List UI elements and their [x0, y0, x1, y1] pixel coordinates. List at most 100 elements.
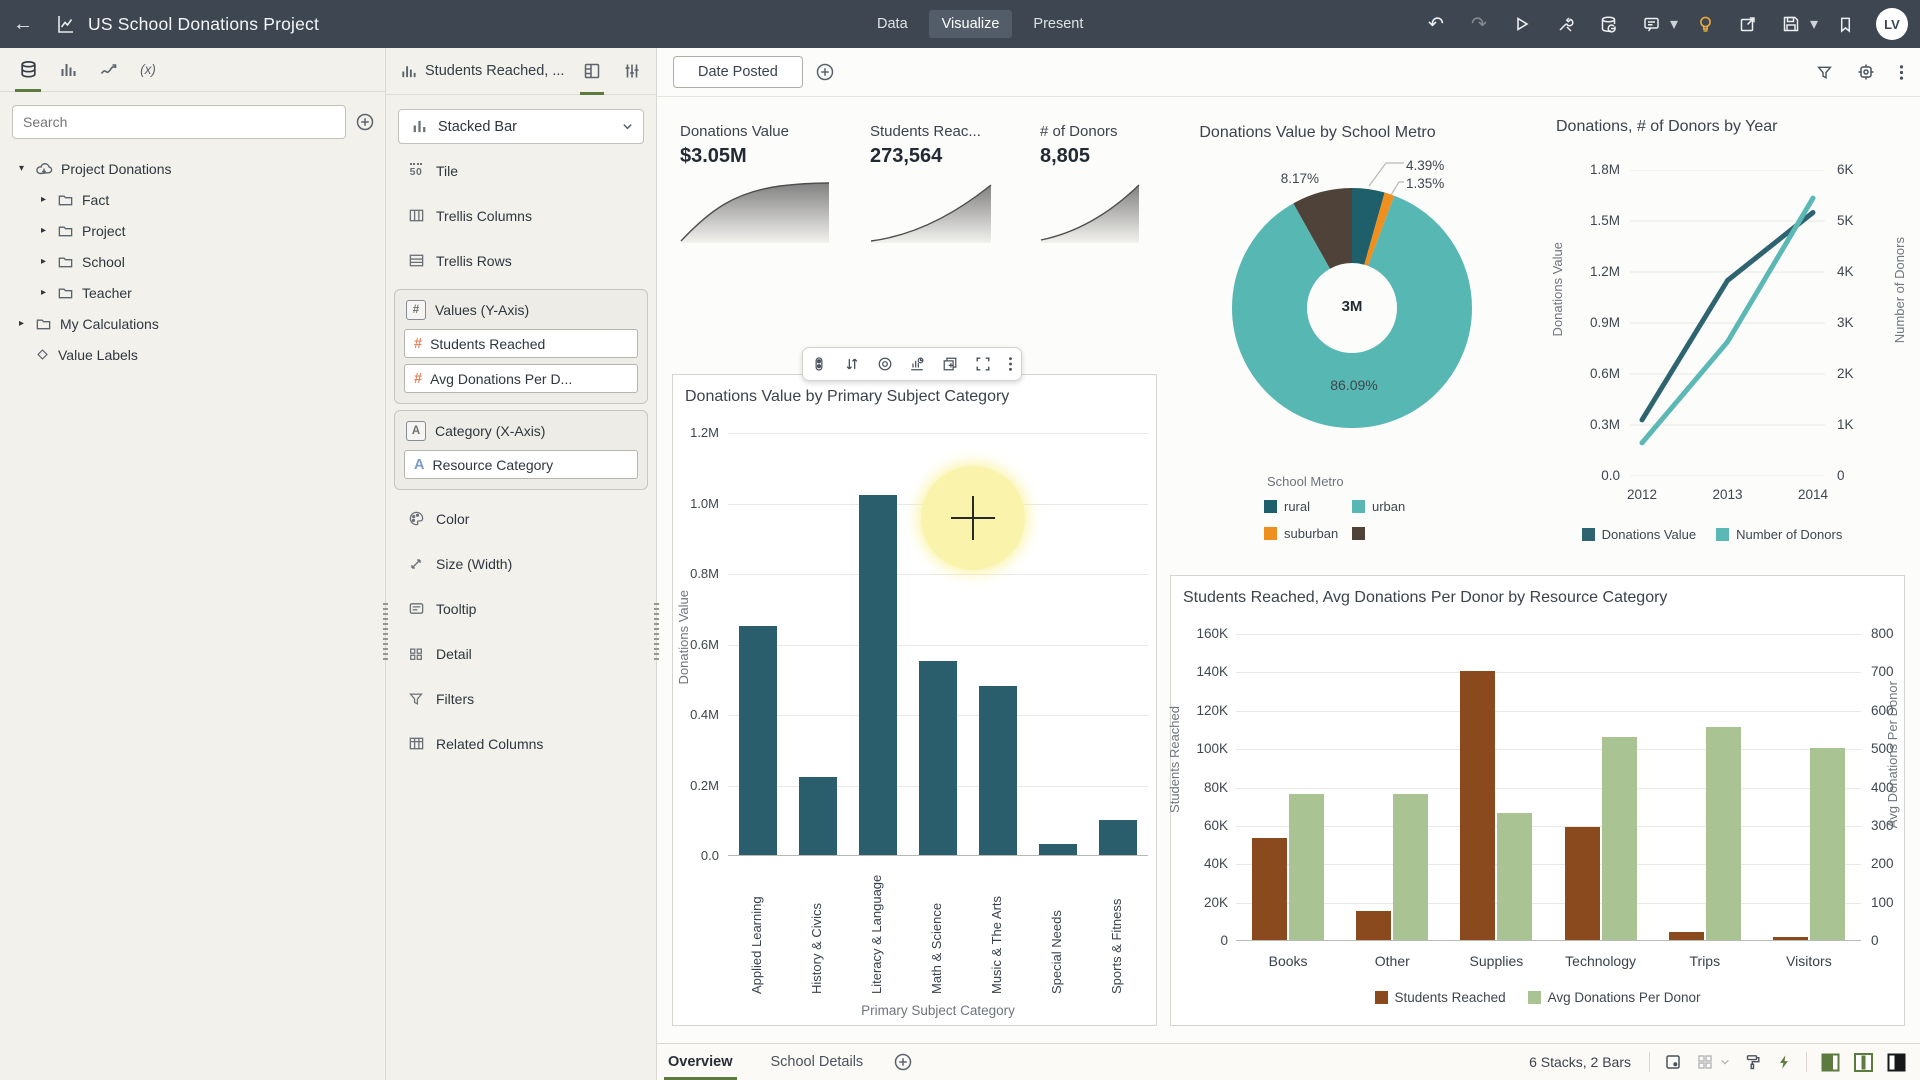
- drop-target-tile[interactable]: 50 Tile: [386, 148, 656, 193]
- drop-target-trellis-rows[interactable]: Trellis Rows: [386, 238, 656, 283]
- topbar-tab-data[interactable]: Data: [877, 16, 908, 32]
- layout-left-green-icon[interactable]: [1821, 1053, 1840, 1072]
- sort-icon[interactable]: [844, 356, 860, 372]
- legend-item[interactable]: suburban: [1264, 526, 1352, 541]
- brush-style-icon[interactable]: [1744, 1053, 1762, 1071]
- tree-item-my-calculations[interactable]: ▸ My Calculations: [0, 308, 385, 339]
- insights-bulb-icon[interactable]: [1687, 6, 1723, 42]
- field-pill[interactable]: # Students Reached: [404, 329, 638, 358]
- bar[interactable]: [1564, 826, 1600, 940]
- viz-type-dropdown[interactable]: Stacked Bar: [398, 109, 644, 144]
- expand-arrow-icon[interactable]: ▸: [40, 287, 47, 298]
- bar[interactable]: [1252, 838, 1288, 940]
- search-input[interactable]: [12, 105, 346, 139]
- line-series[interactable]: [1639, 210, 1816, 423]
- filter-pill-date-posted[interactable]: Date Posted: [673, 56, 803, 88]
- bar[interactable]: [919, 661, 957, 855]
- legend-item[interactable]: Number of Donors: [1716, 527, 1842, 542]
- tree-item-project[interactable]: ▸ Project: [0, 215, 385, 246]
- bar[interactable]: [1356, 911, 1392, 940]
- tree-item-value-labels[interactable]: Value Labels: [0, 339, 385, 370]
- drop-target-trellis-columns[interactable]: Trellis Columns: [386, 193, 656, 238]
- bar[interactable]: [1772, 937, 1808, 940]
- drill-icon[interactable]: [877, 356, 893, 372]
- topbar-tab-visualize[interactable]: Visualize: [928, 10, 1013, 38]
- add-canvas-icon[interactable]: [893, 1052, 913, 1072]
- kpi-tile-donations-value[interactable]: Donations Value $3.05M: [680, 123, 830, 244]
- tab-analytics[interactable]: [88, 48, 128, 92]
- redo-icon[interactable]: ↷: [1471, 13, 1487, 35]
- drop-target-detail[interactable]: Detail: [386, 631, 656, 676]
- canvas-tab-overview[interactable]: Overview: [664, 1044, 736, 1080]
- tab-calculations[interactable]: (x): [140, 62, 156, 77]
- grammar-pane-icon[interactable]: [576, 48, 608, 95]
- expand-arrow-icon[interactable]: ▸: [40, 256, 47, 267]
- expand-arrow-icon[interactable]: ▸: [18, 318, 25, 329]
- canvas-menu-kebab-icon[interactable]: [1899, 64, 1904, 81]
- legend-item[interactable]: Students Reached: [1374, 990, 1506, 1005]
- donut-slice[interactable]: [1232, 188, 1472, 428]
- drop-target-color[interactable]: Color: [386, 496, 656, 541]
- save-icon[interactable]: [1773, 6, 1809, 42]
- add-filter-icon[interactable]: [815, 62, 835, 82]
- bar[interactable]: [1393, 794, 1429, 940]
- bar[interactable]: [1460, 671, 1496, 940]
- bar[interactable]: [739, 625, 777, 855]
- canvas-properties-icon[interactable]: [1664, 1053, 1682, 1071]
- drop-target-related-columns[interactable]: Related Columns: [386, 721, 656, 766]
- panel-resize-handle[interactable]: [383, 603, 388, 661]
- add-data-icon[interactable]: [355, 112, 375, 132]
- bar[interactable]: [1705, 727, 1741, 940]
- expand-arrow-icon[interactable]: ▾: [18, 163, 25, 174]
- legend-item[interactable]: Avg Donations Per Donor: [1527, 990, 1700, 1005]
- analyze-icon[interactable]: [909, 356, 925, 372]
- values-y-axis-group[interactable]: # Values (Y-Axis) # Students Reached # Avg …: [394, 289, 648, 404]
- more-kebab-icon[interactable]: [1008, 356, 1013, 372]
- drop-target-size[interactable]: Size (Width): [386, 541, 656, 586]
- drop-target-tooltip[interactable]: Tooltip: [386, 586, 656, 631]
- layout-center-icon[interactable]: [1854, 1052, 1873, 1072]
- donut-chart[interactable]: [1212, 153, 1512, 443]
- bar[interactable]: [799, 777, 837, 855]
- save-caret-icon[interactable]: ▾: [1810, 16, 1819, 33]
- auto-insights-icon[interactable]: [1857, 63, 1875, 81]
- bar[interactable]: [1809, 748, 1845, 940]
- legend-item[interactable]: Donations Value: [1581, 527, 1696, 542]
- bookmark-icon[interactable]: [1827, 6, 1863, 42]
- kpi-tile-donors[interactable]: # of Donors 8,805: [1040, 123, 1140, 244]
- comments-caret-icon[interactable]: ▾: [1670, 16, 1679, 33]
- donut-slice[interactable]: [1232, 188, 1472, 428]
- line-series[interactable]: [1639, 195, 1816, 446]
- auto-apply-bolt-icon[interactable]: [1776, 1054, 1792, 1070]
- bar[interactable]: [979, 685, 1017, 855]
- topbar-tab-present[interactable]: Present: [1033, 16, 1084, 32]
- field-pill[interactable]: # Avg Donations Per D...: [404, 364, 638, 393]
- bar[interactable]: [1601, 736, 1637, 940]
- category-x-axis-group[interactable]: A Category (X-Axis) A Resource Category: [394, 410, 648, 490]
- bar[interactable]: [1039, 844, 1077, 855]
- grid-layout-icon[interactable]: [1696, 1053, 1714, 1071]
- tree-item-school[interactable]: ▸ School: [0, 246, 385, 277]
- bar[interactable]: [1099, 819, 1137, 855]
- tools-icon[interactable]: [1547, 6, 1583, 42]
- tab-visualizations[interactable]: [48, 48, 88, 92]
- bar[interactable]: [1497, 813, 1533, 940]
- legend-item[interactable]: urban: [1352, 499, 1462, 514]
- avatar[interactable]: LV: [1876, 8, 1908, 40]
- bar[interactable]: [859, 495, 897, 855]
- bar[interactable]: [1289, 794, 1325, 940]
- comments-icon[interactable]: [1633, 6, 1669, 42]
- panel-resize-handle[interactable]: [654, 603, 659, 661]
- grouped-bar-chart-card[interactable]: Students Reached, Avg Donations Per Dono…: [1167, 575, 1905, 1026]
- undo-icon[interactable]: ↶: [1428, 13, 1444, 35]
- kpi-tile-students-reached[interactable]: Students Reac... 273,564: [870, 123, 992, 244]
- tree-item-teacher[interactable]: ▸ Teacher: [0, 277, 385, 308]
- legend-item[interactable]: rural: [1264, 499, 1352, 514]
- back-button[interactable]: ←: [13, 12, 33, 35]
- bar-chart-card[interactable]: Donations Value by Primary Subject Categ…: [672, 374, 1157, 1026]
- layout-right-dark-icon[interactable]: [1887, 1053, 1906, 1072]
- tree-item-project-donations[interactable]: ▾ Project Donations: [0, 153, 385, 184]
- maximize-icon[interactable]: [975, 356, 991, 372]
- line-chart[interactable]: [1630, 170, 1825, 476]
- limit-values-funnel-icon[interactable]: [1816, 64, 1833, 81]
